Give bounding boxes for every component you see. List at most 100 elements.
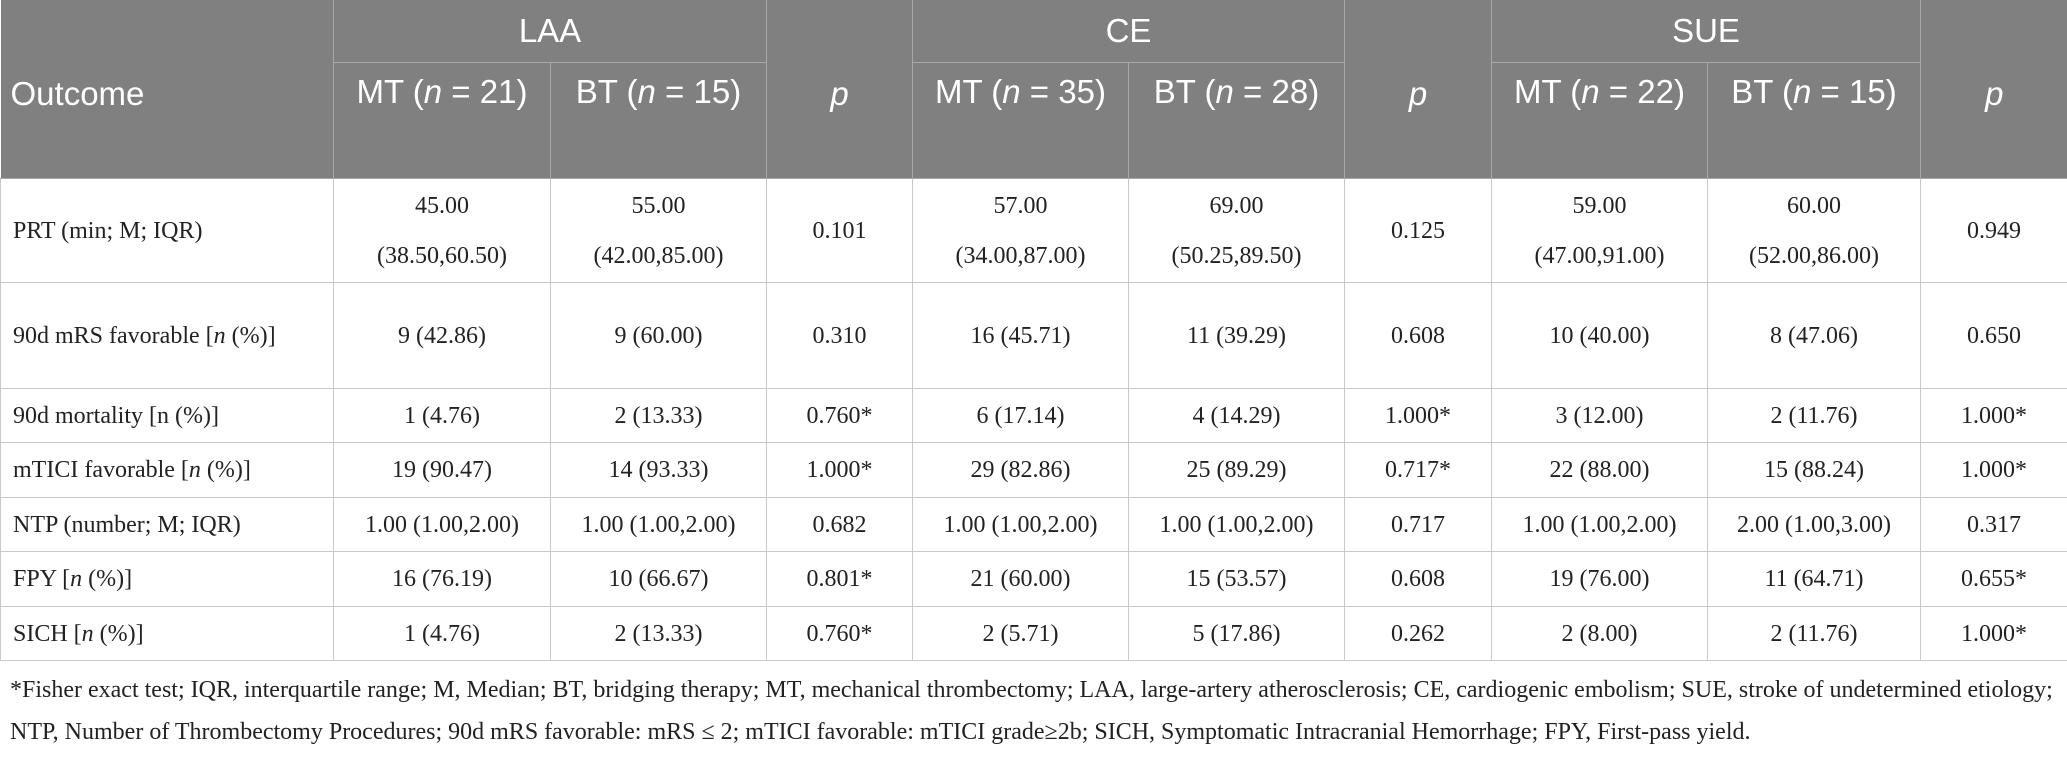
cell-line: (42.00,85.00) <box>593 242 724 269</box>
text-segment: FPY [ <box>13 566 71 592</box>
header-cell: Outcome <box>0 0 334 179</box>
data-cell: 10 (40.00) <box>1491 282 1708 389</box>
text-segment: BT ( <box>1731 73 1794 110</box>
italic-segment: n <box>1215 73 1234 110</box>
italic-segment: n <box>213 322 226 349</box>
text-segment: (%)] <box>82 566 133 592</box>
text-segment: SICH [ <box>13 620 82 647</box>
text-segment: BT ( <box>575 73 638 110</box>
italic-segment: n <box>423 73 443 110</box>
data-cell: 29 (82.86) <box>912 442 1129 498</box>
table-row: PRT (min; M; IQR) 45.00 (38.50,60.50) 55.00… <box>0 178 2067 283</box>
text-segment: NTP (number; M; IQR) <box>13 511 241 538</box>
data-cell: 1 (4.76) <box>333 388 551 443</box>
data-cell: 8 (47.06) <box>1706 282 1922 389</box>
table-row: 90d mRS favorable [n (%)] 9 (42.86) 9 (60.… <box>0 282 2067 389</box>
italic-segment: p <box>1985 75 2004 112</box>
row-label: SICH [n (%)] <box>0 606 334 661</box>
cell-line: 45.00 <box>415 192 469 219</box>
cell-line: 60.00 <box>1787 192 1841 219</box>
data-cell: 1.000* <box>1920 606 2067 661</box>
sub-header: MT (n = 35) <box>912 62 1129 179</box>
italic-segment: n <box>188 457 201 483</box>
data-cell: 0.949 <box>1920 178 2067 283</box>
text-segment: 90d mortality [n (%)] <box>13 402 219 429</box>
text-segment: BT ( <box>1153 73 1216 110</box>
data-cell: 57.00 (34.00,87.00) <box>912 178 1129 283</box>
data-cell: 21 (60.00) <box>912 551 1129 607</box>
data-cell: 1.00 (1.00,2.00) <box>1128 497 1345 552</box>
data-cell: 25 (89.29) <box>1128 442 1345 498</box>
data-cell: 19 (90.47) <box>333 442 551 498</box>
data-cell: 16 (76.19) <box>333 551 551 607</box>
italic-segment: n <box>81 620 94 647</box>
data-cell: 15 (53.57) <box>1128 551 1345 607</box>
text-segment: (%)] <box>93 620 144 647</box>
table-row: FPY [n (%)] 16 (76.19) 10 (66.67) 0.801* 21 … <box>0 551 2067 607</box>
table-row: 90d mortality [n (%)] 1 (4.76) 2 (13.33) 0.… <box>0 388 2067 443</box>
cell-line: (47.00,91.00) <box>1534 242 1665 269</box>
data-cell: 11 (39.29) <box>1128 282 1345 389</box>
text-segment: mTICI favorable [ <box>13 457 189 483</box>
cell-line: (52.00,86.00) <box>1749 242 1879 269</box>
row-label: 90d mortality [n (%)] <box>0 388 334 443</box>
text-segment: MT ( <box>935 73 1003 110</box>
row-label: NTP (number; M; IQR) <box>0 497 334 552</box>
data-cell: 69.00 (50.25,89.50) <box>1128 178 1345 283</box>
data-cell: 2 (11.76) <box>1706 388 1922 443</box>
italic-segment: n <box>1793 73 1812 110</box>
text-segment: MT ( <box>356 73 424 110</box>
italic-segment: p <box>830 75 849 112</box>
text-segment: 90d mRS favorable [ <box>13 322 214 349</box>
data-cell: 0.101 <box>766 178 913 283</box>
footnote: *Fisher exact test; IQR, interquartile r… <box>10 677 2053 745</box>
data-cell: 1.000* <box>1344 388 1492 443</box>
data-cell: 0.650 <box>1920 282 2067 389</box>
text-segment: = 35) <box>1020 73 1106 110</box>
data-cell: 1.000* <box>1920 388 2067 443</box>
data-cell: 2 (11.76) <box>1706 606 1922 661</box>
sub-header: MT (n = 22) <box>1491 62 1708 179</box>
data-cell: 0.655* <box>1920 551 2067 607</box>
cell-line: 69.00 <box>1209 192 1264 219</box>
italic-segment: n <box>1002 73 1021 110</box>
text-segment: = 15) <box>655 73 742 110</box>
sub-header: BT (n = 28) <box>1128 62 1345 179</box>
data-cell: 22 (88.00) <box>1491 442 1708 498</box>
text-segment: = 22) <box>1599 73 1685 110</box>
group-header: LAA <box>333 0 767 63</box>
cell-line: (50.25,89.50) <box>1171 242 1302 269</box>
data-cell: 60.00 (52.00,86.00) <box>1706 178 1922 283</box>
italic-segment: p <box>1408 75 1428 112</box>
data-cell: 55.00 (42.00,85.00) <box>550 178 767 283</box>
data-cell: 0.760* <box>766 606 913 661</box>
data-cell: 14 (93.33) <box>550 442 767 498</box>
data-cell: 0.717* <box>1344 442 1492 498</box>
data-cell: 5 (17.86) <box>1128 606 1345 661</box>
table-body: PRT (min; M; IQR) 45.00 (38.50,60.50) 55.00… <box>0 178 2067 661</box>
data-cell: 0.317 <box>1920 497 2067 552</box>
table-row: NTP (number; M; IQR) 1.00 (1.00,2.00) 1.00… <box>0 497 2067 552</box>
text-segment: = 21) <box>442 73 528 110</box>
data-cell: 45.00 (38.50,60.50) <box>333 178 551 283</box>
data-cell: 1.000* <box>766 442 913 498</box>
data-cell: 16 (45.71) <box>912 282 1129 389</box>
group-header: SUE <box>1490 0 1921 63</box>
data-cell: 0.262 <box>1344 606 1492 661</box>
data-cell: 0.682 <box>766 497 913 552</box>
cell-line: (38.50,60.50) <box>377 242 507 269</box>
text-segment: = 15) <box>1811 73 1897 110</box>
data-cell: 3 (12.00) <box>1491 388 1708 443</box>
sub-header: MT (n = 21) <box>333 62 551 179</box>
data-cell: 10 (66.67) <box>550 551 767 607</box>
text-segment: (%)] <box>200 457 251 483</box>
data-cell: 4 (14.29) <box>1128 388 1345 443</box>
data-cell: 0.760* <box>766 388 913 443</box>
p-header: p <box>1920 0 2067 179</box>
data-cell: 1.00 (1.00,2.00) <box>1491 497 1708 552</box>
data-cell: 2 (13.33) <box>550 388 767 443</box>
data-cell: 1.00 (1.00,2.00) <box>550 497 767 552</box>
data-cell: 0.608 <box>1344 551 1492 607</box>
text-segment: = 28) <box>1233 73 1320 110</box>
data-cell: 0.125 <box>1344 178 1492 283</box>
